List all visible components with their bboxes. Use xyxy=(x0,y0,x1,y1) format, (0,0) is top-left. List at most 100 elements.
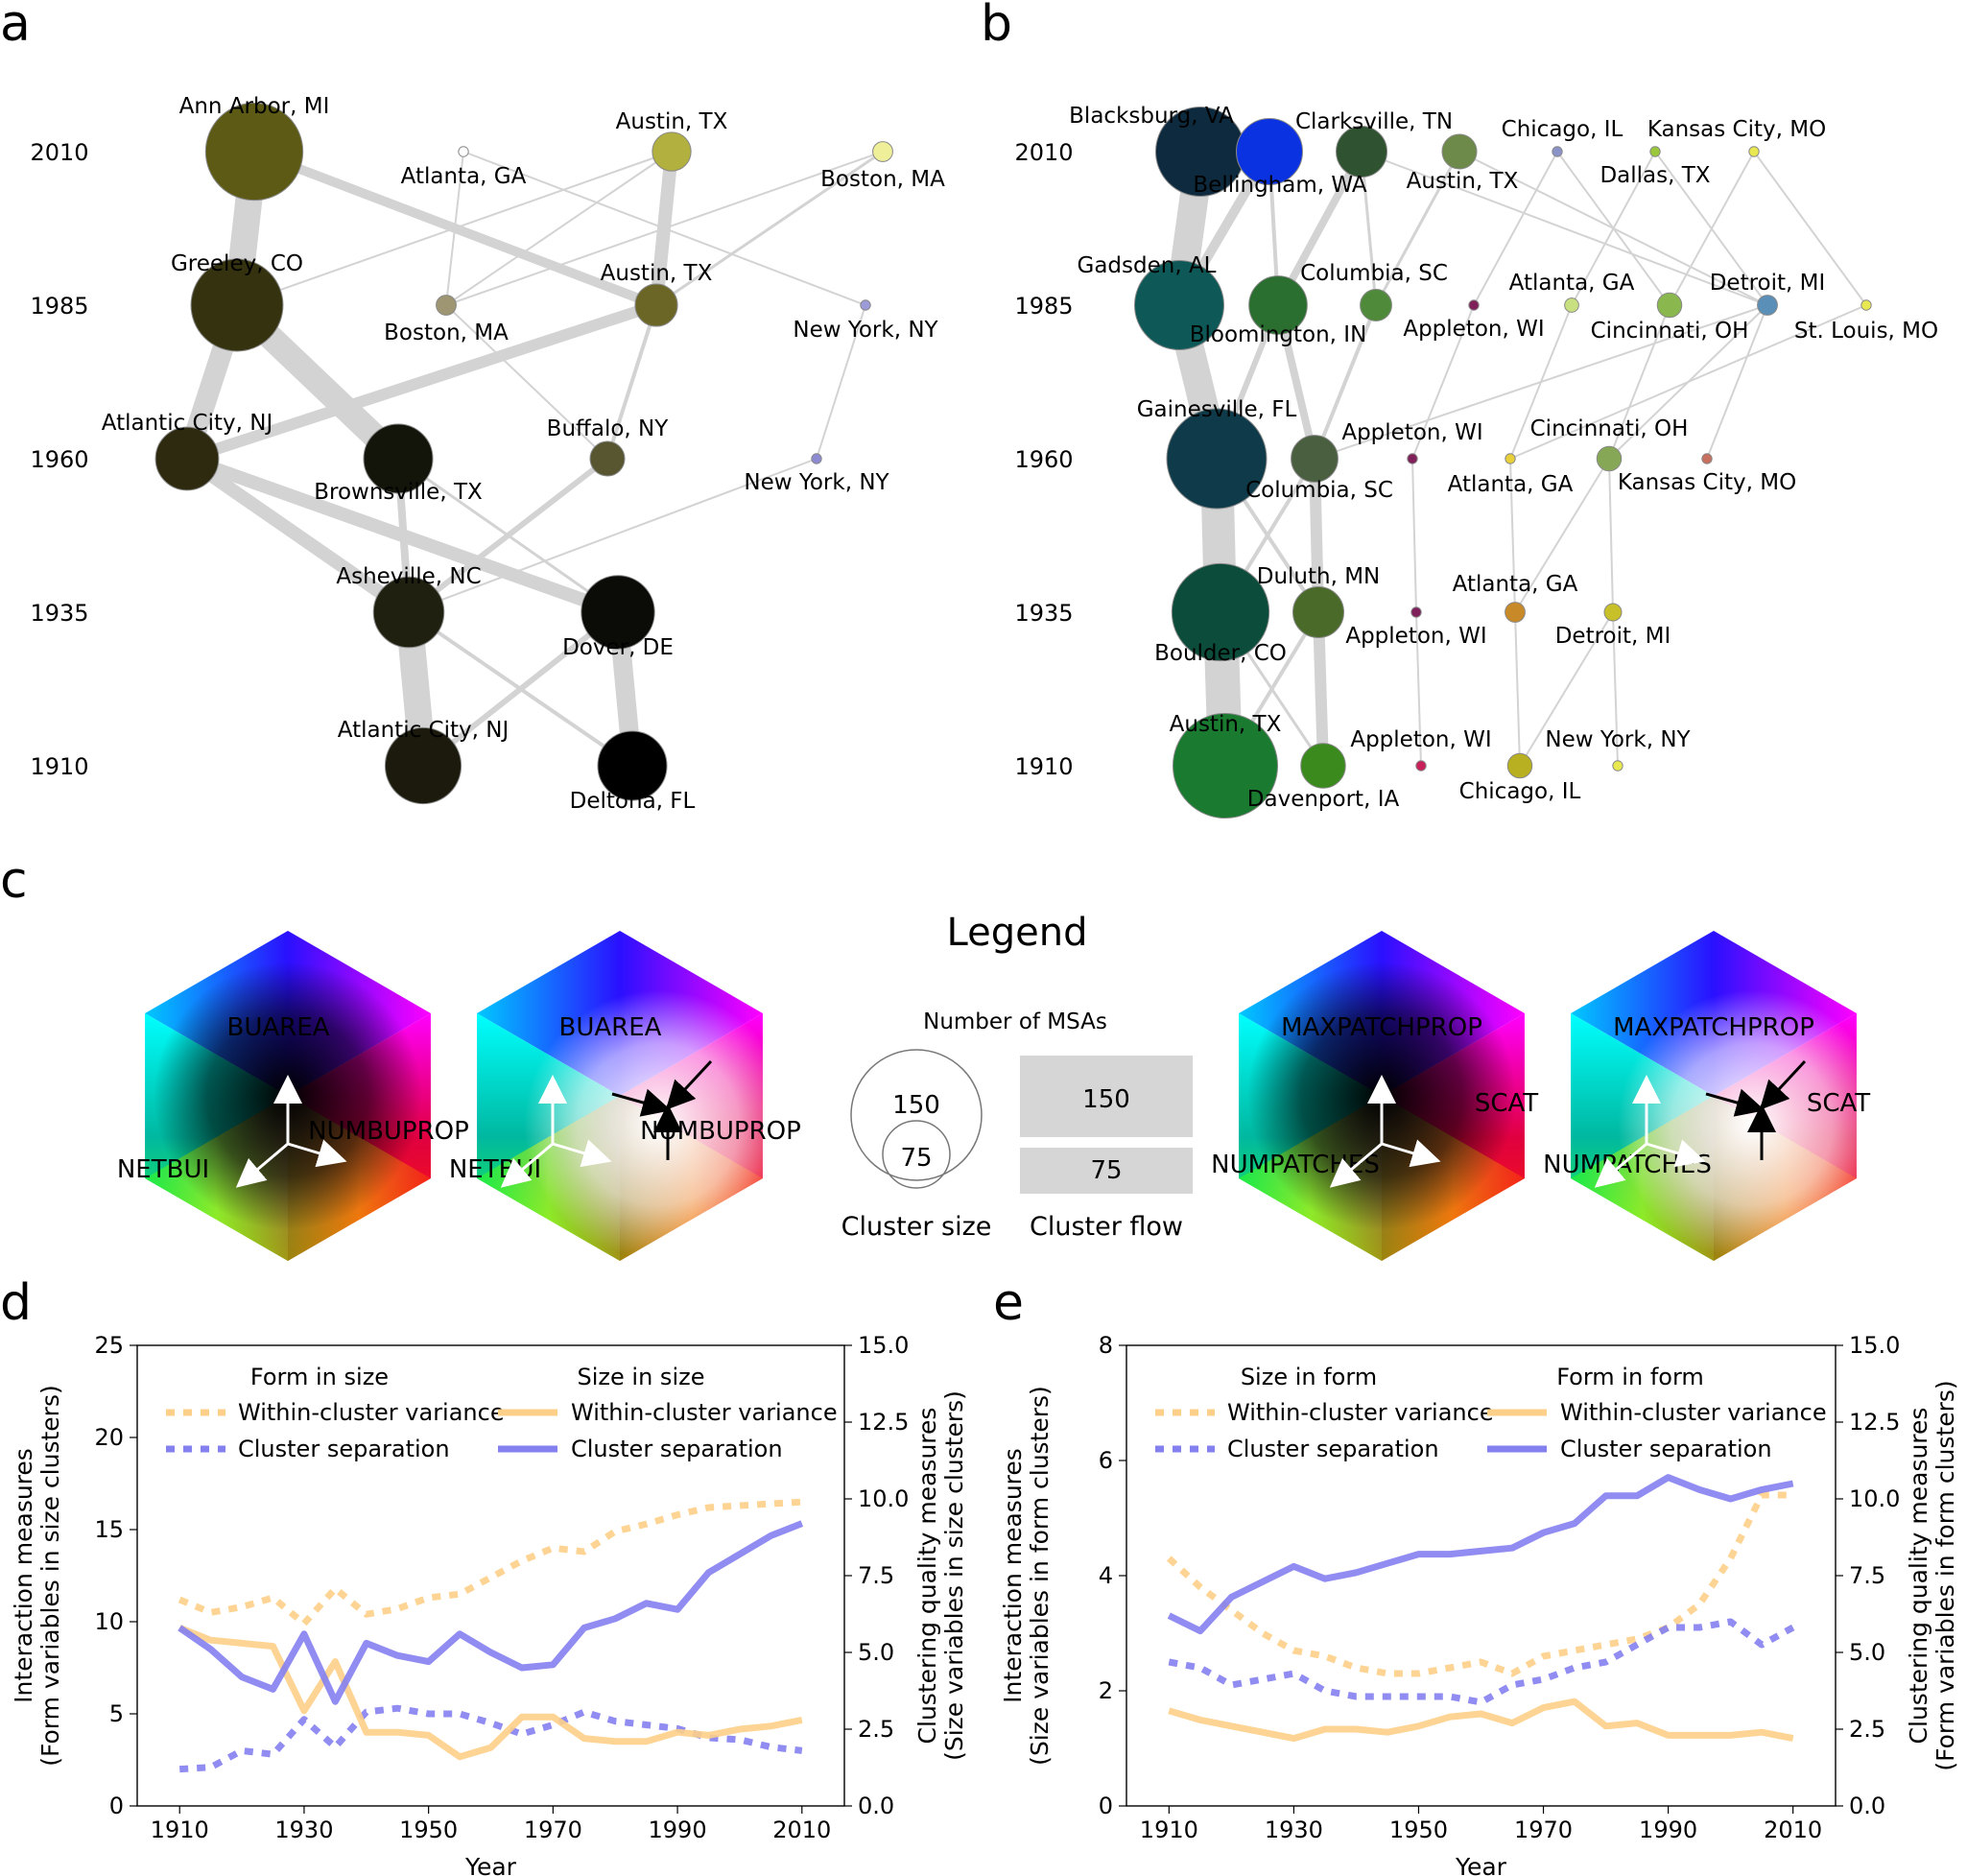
x-tick-label: 1910 xyxy=(151,1817,209,1843)
cube-axis-right: NUMBUPROP xyxy=(308,1117,469,1146)
network-node xyxy=(1552,146,1563,157)
network-node-label: Chicago, IL xyxy=(1502,117,1623,142)
network-node xyxy=(154,426,220,491)
y-left-tick-label: 0 xyxy=(109,1793,124,1819)
y-right-tick-label: 7.5 xyxy=(1849,1562,1885,1589)
network-nodes xyxy=(1133,106,1872,819)
cube-arrow xyxy=(1759,1059,1807,1110)
network-node-label: Kansas City, MO xyxy=(1647,117,1826,142)
cube-arrow xyxy=(611,1088,672,1117)
network-edge xyxy=(1473,151,1558,306)
y-right-axis-label-2: (Form variables in form clusters) xyxy=(1931,1380,1959,1770)
year-label-b-1935: 1935 xyxy=(1014,600,1073,627)
y-left-axis-label: Interaction measures xyxy=(10,1448,37,1703)
panel-label-e: e xyxy=(993,1274,1024,1332)
legend-flow-bar-big xyxy=(1020,1056,1193,1137)
year-label-a-1910: 1910 xyxy=(30,753,88,780)
network-node-label: Detroit, MI xyxy=(1555,624,1671,649)
network-node-label: Greeley, CO xyxy=(171,251,303,276)
legend-entry-label: Within-cluster variance xyxy=(571,1399,838,1426)
color-cube: MAXPATCHPROP SCAT NUMPATCHES xyxy=(1211,931,1538,1261)
legend-entry-label: Cluster separation xyxy=(1227,1436,1439,1462)
cube-arrow xyxy=(287,1139,347,1168)
panel-label-a: a xyxy=(0,0,31,53)
y-left-axis-label: Interaction measures xyxy=(999,1448,1027,1703)
network-node-label: Gainesville, FL xyxy=(1137,397,1297,422)
network-edge xyxy=(1514,458,1610,613)
network-node-label: Atlanta, GA xyxy=(1509,271,1635,296)
x-axis-label: Year xyxy=(464,1853,517,1876)
network-node xyxy=(1701,453,1713,464)
year-label-b-2010: 2010 xyxy=(1014,139,1073,166)
cube-axis-top: MAXPATCHPROP xyxy=(1613,1013,1814,1042)
legend-group-title: Size in size xyxy=(578,1364,705,1390)
y-right-tick-label: 0.0 xyxy=(1849,1793,1885,1819)
y-left-tick-label: 2 xyxy=(1099,1677,1113,1704)
y-left-tick-label: 20 xyxy=(94,1424,124,1451)
network-node-label: Boston, MA xyxy=(820,167,945,192)
network-edge xyxy=(408,458,818,613)
network-edge xyxy=(407,610,634,768)
cube-arrow xyxy=(1594,1142,1647,1188)
year-labels-a: 2010 1985 1960 1935 1910 xyxy=(30,139,88,780)
x-tick-label: 1950 xyxy=(399,1817,458,1843)
network-node-label: Cincinnati, OH xyxy=(1591,319,1749,344)
network-node-label: Brownsville, TX xyxy=(314,480,483,505)
network-node-label: Columbia, SC xyxy=(1300,261,1448,286)
legend-cluster-size: Cluster size xyxy=(841,1212,992,1242)
network-edge xyxy=(183,453,413,618)
network-edge xyxy=(1753,151,1867,306)
network-edge xyxy=(816,304,866,460)
network-node-label: Austin, TX xyxy=(616,109,728,134)
cube-axis-right: SCAT xyxy=(1807,1089,1870,1118)
network-node xyxy=(1410,606,1422,618)
network-node-label: Atlantic City, NJ xyxy=(102,411,273,436)
y-right-tick-label: 5.0 xyxy=(1849,1639,1885,1666)
y-left-tick-label: 8 xyxy=(1099,1332,1113,1359)
y-left-tick-label: 10 xyxy=(94,1608,124,1635)
y-right-axis-label-2: (Size variables in size clusters) xyxy=(940,1390,968,1761)
series-line-dotted xyxy=(1168,1618,1795,1706)
color-cube: BUAREA NUMBUPROP NETBUI xyxy=(117,931,469,1261)
y-left-tick-label: 4 xyxy=(1099,1562,1113,1589)
network-node xyxy=(589,440,626,477)
legend-group-title: Size in form xyxy=(1241,1364,1377,1390)
network-nodes xyxy=(154,102,893,805)
panel-label-b: b xyxy=(981,0,1012,53)
y-right-tick-label: 2.5 xyxy=(1849,1716,1885,1743)
legend-entry-label: Within-cluster variance xyxy=(238,1399,505,1426)
cube-arrow xyxy=(500,1142,554,1188)
cube-arrow xyxy=(552,1139,612,1168)
network-edge xyxy=(1556,151,1671,306)
cube-axis-top: BUAREA xyxy=(559,1013,662,1042)
network-edge xyxy=(655,150,884,307)
network-node-label: Appleton, WI xyxy=(1350,727,1491,752)
legend-cluster-flow: Cluster flow xyxy=(1030,1212,1183,1242)
network-node xyxy=(1468,299,1480,311)
y-left-tick-label: 25 xyxy=(94,1332,124,1359)
network-node-label: Clarksville, TN xyxy=(1295,109,1453,134)
x-tick-label: 2010 xyxy=(1764,1817,1822,1843)
y-left-tick-label: 5 xyxy=(109,1700,124,1727)
network-node xyxy=(1656,292,1683,319)
network-edge xyxy=(1509,458,1516,613)
network-node-label: Atlanta, GA xyxy=(1453,572,1578,597)
year-label-b-1910: 1910 xyxy=(1014,753,1073,780)
color-cubes: BUAREA NUMBUPROP NETBUI BUAREA NUMBUPROP NETB… xyxy=(117,931,1886,1261)
network-edge xyxy=(1313,304,1378,460)
network-edges xyxy=(177,147,884,769)
network-node-label: Deltona, FL xyxy=(570,789,696,814)
network-node xyxy=(1335,125,1388,178)
network-edge xyxy=(445,304,608,460)
y-right-tick-label: 12.5 xyxy=(1849,1409,1900,1436)
panel-label-c: c xyxy=(0,852,28,910)
network-node-label: Blacksburg, VA xyxy=(1069,104,1234,129)
legend-size-small-value: 75 xyxy=(900,1144,932,1173)
network-node xyxy=(1506,752,1533,779)
year-labels-b: 2010 1985 1960 1935 1910 xyxy=(1014,139,1073,780)
network-node xyxy=(1564,297,1579,313)
network-node-label: Ann Arbor, MI xyxy=(179,94,330,119)
network-node-label: Austin, TX xyxy=(601,261,713,286)
network-edge xyxy=(1608,458,1614,613)
series-line-solid xyxy=(178,1520,804,1705)
